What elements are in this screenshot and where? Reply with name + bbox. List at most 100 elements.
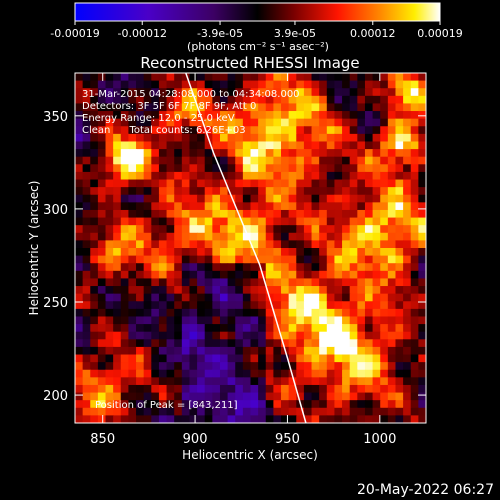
heatmap-cell: [410, 202, 419, 211]
heatmap-cell: [258, 362, 267, 371]
heatmap-cell: [281, 73, 290, 82]
heatmap-cell: [380, 316, 389, 325]
heatmap-cell: [105, 217, 114, 226]
heatmap-cell: [143, 346, 152, 356]
heatmap-cell: [403, 240, 412, 249]
heatmap-cell: [380, 392, 389, 401]
heatmap-cell: [227, 133, 236, 143]
heatmap-cell: [288, 255, 297, 264]
heatmap-cell: [418, 415, 426, 423]
heatmap-cell: [204, 415, 213, 423]
heatmap-cell: [136, 286, 145, 295]
heatmap-cell: [82, 407, 91, 416]
heatmap-cell: [326, 232, 336, 241]
heatmap-cell: [143, 118, 152, 127]
heatmap-cell: [288, 248, 297, 257]
heatmap-cell: [357, 171, 366, 181]
heatmap-cell: [82, 179, 91, 188]
heatmap-cell: [326, 141, 336, 150]
heatmap-cell: [204, 141, 213, 150]
heatmap-cell: [113, 407, 122, 416]
heatmap-cell: [334, 339, 343, 348]
heatmap-cell: [410, 209, 419, 219]
heatmap-cell: [242, 202, 252, 211]
heatmap-cell: [380, 293, 389, 302]
heatmap-cell: [143, 179, 152, 188]
heatmap-cell: [342, 240, 351, 249]
heatmap-cell: [387, 187, 397, 196]
heatmap-cell: [151, 179, 160, 188]
heatmap-cell: [212, 278, 221, 287]
heatmap-cell: [166, 111, 175, 120]
heatmap-cell: [235, 164, 244, 173]
heatmap-cell: [364, 95, 374, 105]
heatmap-cell: [212, 171, 221, 181]
heatmap-cell: [418, 171, 426, 181]
heatmap-cell: [105, 400, 114, 409]
heatmap-cell: [319, 80, 328, 89]
heatmap-cell: [136, 392, 145, 401]
heatmap-cell: [296, 156, 305, 165]
heatmap-cell: [418, 202, 426, 211]
heatmap-cell: [395, 278, 404, 287]
heatmap-cell: [326, 171, 336, 181]
heatmap-cell: [273, 339, 282, 348]
colorbar-ticks: [74, 21, 441, 25]
heatmap-cell: [372, 362, 381, 371]
heatmap-cell: [181, 95, 191, 105]
heatmap-cell: [319, 278, 328, 287]
heatmap-cell: [151, 217, 160, 226]
heatmap-cell: [372, 80, 381, 89]
heatmap-cell: [75, 164, 84, 173]
heatmap-cell: [311, 384, 320, 394]
heatmap-cell: [105, 194, 114, 203]
heatmap-cell: [349, 255, 358, 264]
heatmap-cell: [357, 384, 366, 394]
heatmap-cell: [395, 407, 404, 416]
heatmap-cell: [219, 377, 229, 386]
heatmap-cell: [128, 232, 137, 241]
heatmap-cell: [120, 362, 130, 371]
x-tick-label: 950: [275, 432, 300, 447]
heatmap-cell: [197, 73, 206, 82]
heatmap-cell: [296, 80, 305, 89]
heatmap-cell: [349, 354, 358, 363]
heatmap-cell: [349, 232, 358, 241]
heatmap-cell: [151, 384, 160, 394]
heatmap-cell: [166, 369, 175, 378]
heatmap-cell: [311, 286, 320, 295]
heatmap-cell: [82, 354, 91, 363]
heatmap-cell: [250, 278, 259, 287]
heatmap-cell: [326, 164, 336, 173]
heatmap-cell: [227, 248, 236, 257]
heatmap-cell: [90, 354, 99, 363]
heatmap-cell: [158, 179, 168, 188]
heatmap-cell: [357, 400, 366, 409]
heatmap-cell: [380, 339, 389, 348]
heatmap-cell: [311, 187, 320, 196]
heatmap-cell: [212, 73, 221, 82]
heatmap-cell: [296, 232, 305, 241]
heatmap-cell: [219, 301, 229, 310]
heatmap-cell: [273, 149, 282, 158]
heatmap-cell: [136, 141, 145, 150]
heatmap-cell: [372, 179, 381, 188]
heatmap-cell: [242, 217, 252, 226]
heatmap-cell: [113, 202, 122, 211]
heatmap-cell: [258, 278, 267, 287]
heatmap-cell: [334, 80, 343, 89]
heatmap-cell: [97, 384, 107, 394]
heatmap-cell: [265, 88, 274, 97]
heatmap-cell: [395, 377, 404, 386]
heatmap-cell: [227, 369, 236, 378]
heatmap-cell: [242, 369, 252, 378]
heatmap-cell: [372, 209, 381, 219]
heatmap-cell: [403, 95, 412, 105]
heatmap-cell: [281, 316, 290, 325]
heatmap-cell: [158, 369, 168, 378]
heatmap-cell: [174, 133, 183, 143]
heatmap-cell: [212, 202, 221, 211]
heatmap-cell: [364, 209, 374, 219]
heatmap-cell: [212, 217, 221, 226]
heatmap-cell: [281, 118, 290, 127]
